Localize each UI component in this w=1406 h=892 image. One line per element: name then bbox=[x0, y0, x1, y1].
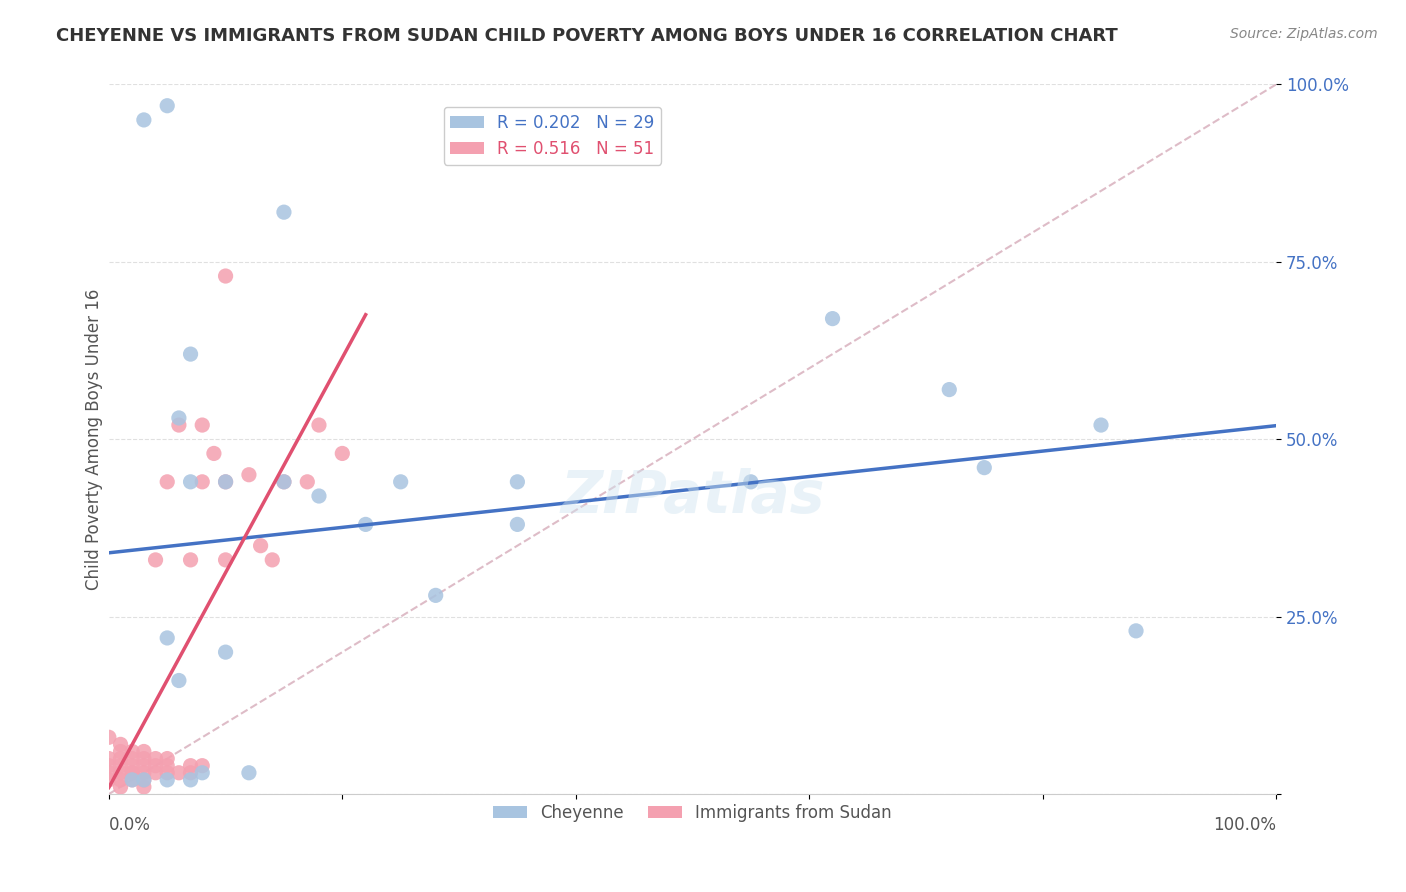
Point bbox=[740, 475, 762, 489]
Point bbox=[110, 744, 132, 758]
Point bbox=[167, 673, 190, 688]
Point bbox=[354, 517, 377, 532]
Point bbox=[97, 751, 120, 765]
Point bbox=[214, 553, 236, 567]
Point bbox=[308, 418, 330, 433]
Point bbox=[156, 772, 179, 787]
Point bbox=[167, 418, 190, 433]
Point bbox=[132, 765, 155, 780]
Text: Source: ZipAtlas.com: Source: ZipAtlas.com bbox=[1230, 27, 1378, 41]
Point bbox=[214, 645, 236, 659]
Point bbox=[425, 588, 447, 602]
Point bbox=[214, 268, 236, 283]
Point bbox=[238, 467, 260, 482]
Point bbox=[110, 780, 132, 794]
Point bbox=[506, 475, 529, 489]
Point bbox=[191, 418, 214, 433]
Point bbox=[506, 517, 529, 532]
Point bbox=[110, 772, 132, 787]
Point bbox=[145, 751, 167, 765]
Point bbox=[121, 758, 143, 772]
Point bbox=[180, 553, 202, 567]
Point bbox=[121, 765, 143, 780]
Point bbox=[121, 772, 143, 787]
Point bbox=[156, 99, 179, 113]
Point bbox=[308, 489, 330, 503]
Point bbox=[167, 765, 190, 780]
Point bbox=[273, 205, 295, 219]
Point bbox=[145, 758, 167, 772]
Point bbox=[249, 539, 271, 553]
Legend: Cheyenne, Immigrants from Sudan: Cheyenne, Immigrants from Sudan bbox=[486, 797, 898, 829]
Point bbox=[191, 475, 214, 489]
Point bbox=[180, 475, 202, 489]
Text: ZIPatlas: ZIPatlas bbox=[560, 467, 825, 524]
Point bbox=[132, 772, 155, 787]
Point bbox=[214, 475, 236, 489]
Point bbox=[121, 772, 143, 787]
Point bbox=[973, 460, 995, 475]
Point bbox=[202, 446, 225, 460]
Point bbox=[145, 553, 167, 567]
Point bbox=[156, 631, 179, 645]
Point bbox=[180, 347, 202, 361]
Point bbox=[132, 780, 155, 794]
Point bbox=[191, 758, 214, 772]
Point bbox=[132, 751, 155, 765]
Point bbox=[97, 765, 120, 780]
Point bbox=[132, 744, 155, 758]
Y-axis label: Child Poverty Among Boys Under 16: Child Poverty Among Boys Under 16 bbox=[86, 288, 103, 590]
Point bbox=[180, 772, 202, 787]
Point bbox=[1125, 624, 1147, 638]
Point bbox=[330, 446, 353, 460]
Point bbox=[262, 553, 284, 567]
Text: CHEYENNE VS IMMIGRANTS FROM SUDAN CHILD POVERTY AMONG BOYS UNDER 16 CORRELATION : CHEYENNE VS IMMIGRANTS FROM SUDAN CHILD … bbox=[56, 27, 1118, 45]
Point bbox=[180, 758, 202, 772]
Point bbox=[156, 765, 179, 780]
Point bbox=[121, 765, 143, 780]
Point bbox=[121, 751, 143, 765]
Point bbox=[132, 772, 155, 787]
Point bbox=[297, 475, 319, 489]
Point bbox=[214, 475, 236, 489]
Point bbox=[156, 751, 179, 765]
Point bbox=[97, 772, 120, 787]
Point bbox=[273, 475, 295, 489]
Point bbox=[156, 475, 179, 489]
Point bbox=[110, 738, 132, 752]
Point bbox=[1090, 418, 1112, 433]
Point bbox=[389, 475, 412, 489]
Point bbox=[97, 758, 120, 772]
Point bbox=[97, 731, 120, 745]
Point bbox=[821, 311, 844, 326]
Point bbox=[132, 758, 155, 772]
Point bbox=[110, 765, 132, 780]
Point bbox=[110, 751, 132, 765]
Point bbox=[273, 475, 295, 489]
Point bbox=[167, 411, 190, 425]
Point bbox=[238, 765, 260, 780]
Point bbox=[180, 765, 202, 780]
Text: 0.0%: 0.0% bbox=[108, 815, 150, 833]
Point bbox=[938, 383, 960, 397]
Point bbox=[145, 765, 167, 780]
Point bbox=[110, 758, 132, 772]
Text: 100.0%: 100.0% bbox=[1213, 815, 1277, 833]
Point bbox=[156, 758, 179, 772]
Point bbox=[121, 744, 143, 758]
Point bbox=[132, 112, 155, 127]
Point bbox=[191, 765, 214, 780]
